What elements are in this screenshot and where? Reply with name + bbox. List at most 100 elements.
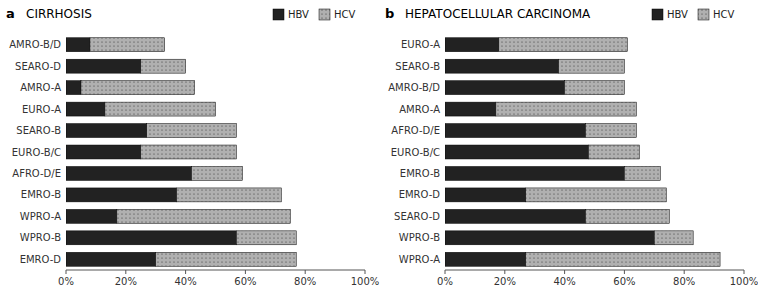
x-tick xyxy=(365,270,366,274)
category-label: EURO-A xyxy=(401,39,440,50)
category-label: EMRO-B xyxy=(21,189,61,200)
x-tick-label: 100% xyxy=(351,276,380,287)
bar xyxy=(445,124,586,138)
title: CIRRHOSIS xyxy=(26,7,92,21)
bar xyxy=(177,188,282,202)
x-tick-label: 80% xyxy=(673,276,695,287)
bar xyxy=(445,188,526,202)
x-tick-label: 60% xyxy=(613,276,635,287)
bar xyxy=(117,209,290,223)
bar xyxy=(445,102,496,116)
bar xyxy=(236,231,296,245)
bar xyxy=(66,166,192,180)
panel-label: b xyxy=(385,6,394,21)
x-tick-label: 0% xyxy=(437,276,453,287)
x-tick xyxy=(125,270,126,274)
legend-label: HCV xyxy=(334,9,356,20)
x-tick-label: 80% xyxy=(294,276,316,287)
bar xyxy=(141,59,186,73)
bar xyxy=(66,145,141,159)
bar xyxy=(445,81,565,95)
category-label: EMRO-D xyxy=(399,189,441,200)
bar xyxy=(66,38,90,52)
bar xyxy=(66,124,147,138)
category-label: AFRO-D/E xyxy=(391,125,440,136)
bar xyxy=(141,145,237,159)
bar xyxy=(496,102,637,116)
category-label: WPRO-A xyxy=(20,211,61,222)
category-label: AMRO-B/D xyxy=(9,39,61,50)
bar xyxy=(624,166,660,180)
x-tick-label: 40% xyxy=(553,276,575,287)
legend-swatch xyxy=(698,9,709,20)
x-tick xyxy=(744,270,745,274)
category-label: SEARO-D xyxy=(394,211,440,222)
legend-label: HBV xyxy=(667,9,688,20)
category-label: SEARO-B xyxy=(16,125,61,136)
bar xyxy=(586,124,637,138)
bar xyxy=(66,81,81,95)
bar xyxy=(81,81,195,95)
legend-label: HBV xyxy=(288,9,309,20)
bar xyxy=(105,102,216,116)
category-label: EMRO-B xyxy=(400,168,440,179)
legend-swatch xyxy=(273,9,284,20)
category-label: AMRO-A xyxy=(399,104,440,115)
legend-label: HCV xyxy=(713,9,735,20)
bar xyxy=(445,145,589,159)
bar xyxy=(66,231,236,245)
legend: HBV HCV xyxy=(652,9,735,20)
bar xyxy=(147,124,237,138)
category-label: EURO-B/C xyxy=(12,147,61,158)
panel-label: a xyxy=(6,6,15,21)
bar xyxy=(526,252,720,266)
bar xyxy=(589,145,640,159)
bar xyxy=(66,59,141,73)
bar xyxy=(445,231,654,245)
bar xyxy=(445,252,526,266)
category-label: AMRO-B/D xyxy=(388,82,440,93)
x-tick xyxy=(66,270,67,274)
x-tick xyxy=(684,270,685,274)
category-label: SEARO-D xyxy=(15,61,61,72)
bars xyxy=(445,38,720,266)
category-label: WPRO-A xyxy=(399,254,440,265)
category-label: EURO-A xyxy=(22,104,61,115)
category-label: SEARO-B xyxy=(395,61,440,72)
x-tick xyxy=(445,270,446,274)
bar xyxy=(499,38,628,52)
x-tick xyxy=(624,270,625,274)
legend: HBV HCV xyxy=(273,9,356,20)
panel: b HEPATOCELLULAR CARCINOMA EURO-A SEARO-B AM… xyxy=(385,6,758,287)
category-label: EURO-B/C xyxy=(391,147,440,158)
bar xyxy=(526,188,667,202)
x-tick xyxy=(245,270,246,274)
bar xyxy=(445,209,586,223)
bars xyxy=(66,38,296,266)
x-tick xyxy=(185,270,186,274)
category-label: AMRO-A xyxy=(20,82,61,93)
bar xyxy=(156,252,297,266)
x-tick-label: 40% xyxy=(174,276,196,287)
category-label: WPRO-B xyxy=(20,232,61,243)
x-tick-label: 60% xyxy=(234,276,256,287)
chart-root: a CIRRHOSIS AMRO-B/D SEARO-D AMRO-A EURO-A SEA… xyxy=(0,0,758,296)
bar xyxy=(565,81,625,95)
bar xyxy=(90,38,165,52)
bar xyxy=(66,188,177,202)
bar xyxy=(445,59,559,73)
title: HEPATOCELLULAR CARCINOMA xyxy=(405,7,591,21)
x-axis-line xyxy=(66,270,365,271)
legend-swatch xyxy=(319,9,330,20)
bar xyxy=(66,252,156,266)
x-tick-label: 100% xyxy=(730,276,758,287)
x-tick-label: 20% xyxy=(494,276,516,287)
panel: a CIRRHOSIS AMRO-B/D SEARO-D AMRO-A EURO-A SEA… xyxy=(6,6,379,287)
bar xyxy=(654,231,693,245)
category-label: AFRO-D/E xyxy=(12,168,61,179)
x-axis-line xyxy=(445,270,744,271)
legend-swatch xyxy=(652,9,663,20)
bar xyxy=(445,166,624,180)
x-tick xyxy=(305,270,306,274)
category-label: EMRO-D xyxy=(20,254,62,265)
